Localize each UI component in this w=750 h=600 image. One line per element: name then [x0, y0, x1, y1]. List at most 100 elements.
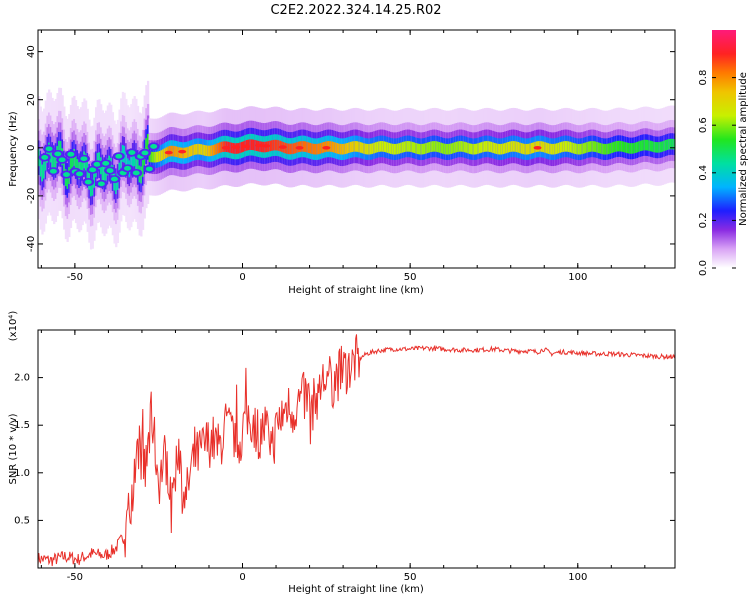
spectrogram-cell [381, 141, 384, 152]
spectrogram-cell [611, 142, 614, 154]
spectrogram-cell [220, 141, 223, 153]
spectrogram-hotspot [261, 144, 270, 148]
spectrogram-cell [663, 140, 666, 152]
spectrogram-cell [673, 139, 675, 150]
spectrogram-cell [193, 144, 197, 155]
spectrogram-cell [460, 141, 463, 152]
spectrogram-cell [517, 141, 520, 153]
spectrogram-cell [311, 143, 314, 155]
spectrogram-cell [571, 142, 574, 153]
spectrogram-cell [287, 143, 291, 155]
spectrogram-cell [395, 143, 398, 155]
spectrogram-cell [289, 143, 292, 155]
spectrogram-cell [49, 145, 53, 163]
spectrogram-cell [155, 151, 158, 163]
spectrogram-cell [81, 155, 84, 172]
spectrogram-panel: -50 0 50 100 -40 -20 0 20 40 Height of straight… [8, 29, 676, 296]
spectrogram-cell [413, 142, 416, 154]
spectrogram-cell [539, 141, 542, 152]
spectrogram-cell [435, 141, 438, 152]
spectrogram-cell [596, 141, 599, 153]
spectrogram-cell [215, 143, 218, 155]
spectrogram-cell [314, 143, 317, 155]
spectrogram-cell [574, 143, 577, 154]
spectrogram-cell [552, 143, 555, 155]
spectrogram-x-axis-label: Height of straight line (km) [288, 285, 424, 296]
spectrogram-cell [421, 143, 425, 155]
spectrogram-blob [93, 161, 101, 167]
spectrogram-cell [331, 141, 334, 153]
spectrogram-cell [540, 141, 544, 152]
y-tick-label: -40 [26, 236, 37, 252]
spectrogram-blob [145, 166, 153, 172]
spectrogram-cell [146, 133, 150, 151]
spectrogram-cell [646, 139, 649, 151]
spectrogram-cell [498, 143, 502, 155]
spectrogram-cell [443, 143, 446, 155]
spectrogram-blob [128, 150, 136, 155]
spectrogram-cell [631, 143, 634, 154]
spectrogram-cell [239, 142, 242, 154]
spectrogram-cell [659, 141, 663, 153]
spectrogram-cell [477, 143, 480, 154]
spectrogram-frame [37, 29, 676, 269]
spectrogram-cell [416, 143, 420, 155]
spectrogram-cell [192, 144, 195, 156]
spectrogram-cell [200, 144, 203, 155]
spectrogram-cell [606, 143, 609, 155]
spectrogram-cell [187, 146, 190, 158]
colorbar-tick-label: 0.2 [698, 212, 709, 228]
spectrogram-cell [240, 141, 244, 153]
spectrogram-cell [445, 143, 448, 155]
colorbar-tick-label: 0.4 [698, 165, 709, 181]
spectrogram-cell [557, 142, 560, 154]
spectrogram-cell [110, 157, 113, 175]
x-tick-label: 50 [404, 572, 417, 583]
spectrogram-cell [386, 142, 389, 153]
spectrogram-cell [177, 146, 180, 158]
spectrogram-cell [277, 140, 280, 151]
spectrogram-cell [616, 140, 619, 152]
spectrogram-cell [339, 143, 343, 155]
spectrogram-cell [500, 143, 503, 155]
spectrogram-cell [272, 139, 275, 151]
spectrogram-cell [480, 142, 483, 153]
spectrogram-cell [383, 141, 386, 152]
spectrogram-cell [594, 141, 597, 153]
spectrogram-cell [307, 142, 311, 153]
spectrogram-cell [426, 142, 430, 154]
spectrogram-cell [436, 141, 440, 153]
y-tick-label: 2.0 [14, 373, 30, 384]
spectrogram-cell [592, 141, 596, 152]
spectrogram-cell [217, 142, 220, 154]
spectrogram-cell [391, 143, 394, 155]
spectrogram-cell [618, 140, 621, 152]
spectrogram-cell [485, 141, 488, 152]
spectrogram-cell [133, 149, 136, 167]
spectrogram-cell [431, 141, 435, 152]
spectrogram-cell [591, 141, 594, 152]
spectrogram-cell [619, 140, 622, 152]
spectrogram-cell [653, 141, 656, 153]
spectrogram-blob [62, 172, 70, 177]
spectrogram-cell [269, 140, 272, 152]
spectrogram-cell [634, 142, 638, 154]
spectrogram-cell [341, 143, 344, 155]
y-tick-label: -20 [26, 188, 37, 204]
spectrogram-cell [483, 141, 487, 152]
spectrogram-cell [636, 141, 639, 153]
spectrogram-cell [405, 141, 408, 152]
spectrogram-cell [317, 143, 321, 155]
spectrogram-cell [302, 141, 306, 152]
spectrogram-cell [229, 142, 232, 153]
spectrogram-cell [54, 152, 58, 169]
spectrogram-cell [348, 142, 351, 153]
spectrogram-cell [406, 141, 410, 152]
spectrogram-blob [45, 146, 53, 152]
spectrogram-cell [79, 160, 83, 178]
spectrogram-cell [203, 145, 207, 156]
spectrogram-cell [658, 142, 661, 153]
spectrogram-cell [188, 146, 192, 157]
spectrogram-cell [163, 148, 166, 160]
spectrogram-cell [304, 141, 307, 152]
